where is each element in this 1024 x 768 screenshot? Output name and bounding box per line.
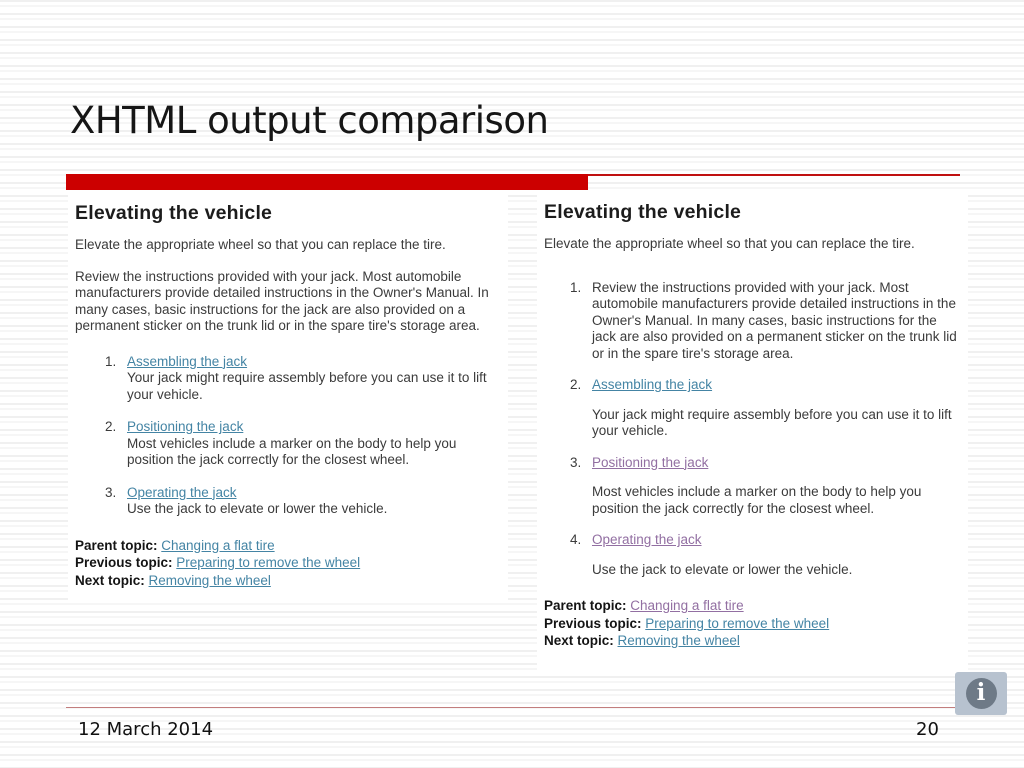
topic-row: Previous topic: Preparing to remove the … [75, 554, 500, 572]
link-preparing-to-remove-the-wheel[interactable]: Preparing to remove the wheel [176, 555, 361, 570]
step-list: 1. Assembling the jack Your jack might r… [75, 354, 500, 518]
step-item: 3. Operating the jack Use the jack to el… [105, 485, 500, 518]
link-operating-the-jack[interactable]: Operating the jack [127, 484, 237, 500]
topic-label: Parent topic: [75, 537, 158, 553]
link-positioning-the-jack[interactable]: Positioning the jack [592, 454, 709, 470]
step-description: Most vehicles include a marker on the bo… [127, 435, 457, 468]
footer-divider [66, 707, 988, 708]
slide-title: XHTML output comparison [70, 99, 549, 142]
info-icon-circle: i [965, 678, 997, 709]
step-text: Review the instructions provided with yo… [592, 279, 957, 361]
step-list: 1. Review the instructions provided with… [544, 280, 960, 579]
step-item: 4. Operating the jack Use the jack to el… [570, 532, 960, 578]
step-number: 2. [570, 377, 582, 392]
topic-heading: Elevating the vehicle [75, 202, 273, 224]
step-number: 1. [570, 279, 582, 295]
step-item: 1. Assembling the jack Your jack might r… [105, 354, 500, 404]
info-icon[interactable]: i [955, 672, 1007, 715]
step-description: Your jack might require assembly before … [592, 406, 952, 439]
intro-paragraph: Elevate the appropriate wheel so that yo… [75, 237, 446, 252]
step-description: Use the jack to elevate or lower the veh… [127, 501, 388, 516]
topic-label: Previous topic: [75, 555, 173, 570]
link-changing-a-flat-tire[interactable]: Changing a flat tire [161, 537, 275, 553]
title-underline-bar [66, 174, 588, 190]
topic-label: Parent topic: [544, 598, 627, 613]
topic-row: Parent topic: Changing a flat tire [544, 597, 960, 615]
topic-row: Next topic: Removing the wheel [544, 632, 960, 650]
step-number: 1. [105, 353, 117, 369]
topic-row: Parent topic: Changing a flat tire [75, 537, 500, 555]
xhtml-output-right-panel: Elevating the vehicle Elevate the approp… [537, 192, 968, 673]
link-changing-a-flat-tire[interactable]: Changing a flat tire [630, 598, 744, 613]
step-item: 2. Assembling the jack Your jack might r… [570, 377, 960, 440]
topic-label: Next topic: [75, 572, 145, 588]
step-item: 1. Review the instructions provided with… [570, 280, 960, 363]
xhtml-output-left-panel: Elevating the vehicle Elevate the approp… [68, 193, 508, 600]
title-underline [66, 174, 960, 190]
related-topics: Parent topic: Changing a flat tire Previ… [544, 597, 960, 650]
page-number: 20 [916, 719, 939, 740]
lead-paragraph: Review the instructions provided with yo… [75, 268, 489, 334]
link-assembling-the-jack[interactable]: Assembling the jack [127, 353, 248, 369]
step-number: 3. [105, 484, 117, 500]
link-preparing-to-remove-the-wheel[interactable]: Preparing to remove the wheel [645, 615, 830, 631]
link-removing-the-wheel[interactable]: Removing the wheel [617, 633, 740, 648]
topic-heading: Elevating the vehicle [544, 201, 742, 223]
step-item: 2. Positioning the jack Most vehicles in… [105, 419, 500, 469]
related-topics: Parent topic: Changing a flat tire Previ… [75, 537, 500, 590]
intro-paragraph: Elevate the appropriate wheel so that yo… [544, 236, 915, 251]
step-description: Use the jack to elevate or lower the veh… [592, 561, 853, 577]
topic-label: Next topic: [544, 633, 614, 648]
step-number: 4. [570, 532, 582, 547]
step-number: 3. [570, 454, 582, 470]
link-positioning-the-jack[interactable]: Positioning the jack [127, 419, 244, 434]
info-icon-glyph: i [976, 679, 986, 706]
topic-row: Previous topic: Preparing to remove the … [544, 615, 960, 633]
step-number: 2. [105, 419, 117, 434]
step-description: Your jack might require assembly before … [127, 370, 487, 402]
link-operating-the-jack[interactable]: Operating the jack [592, 532, 702, 547]
link-removing-the-wheel[interactable]: Removing the wheel [148, 572, 271, 588]
topic-row: Next topic: Removing the wheel [75, 572, 500, 590]
footer-date: 12 March 2014 [78, 719, 214, 740]
step-item: 3. Positioning the jack Most vehicles in… [570, 455, 960, 518]
link-assembling-the-jack[interactable]: Assembling the jack [592, 377, 713, 392]
topic-label: Previous topic: [544, 615, 642, 631]
step-description: Most vehicles include a marker on the bo… [592, 484, 922, 516]
